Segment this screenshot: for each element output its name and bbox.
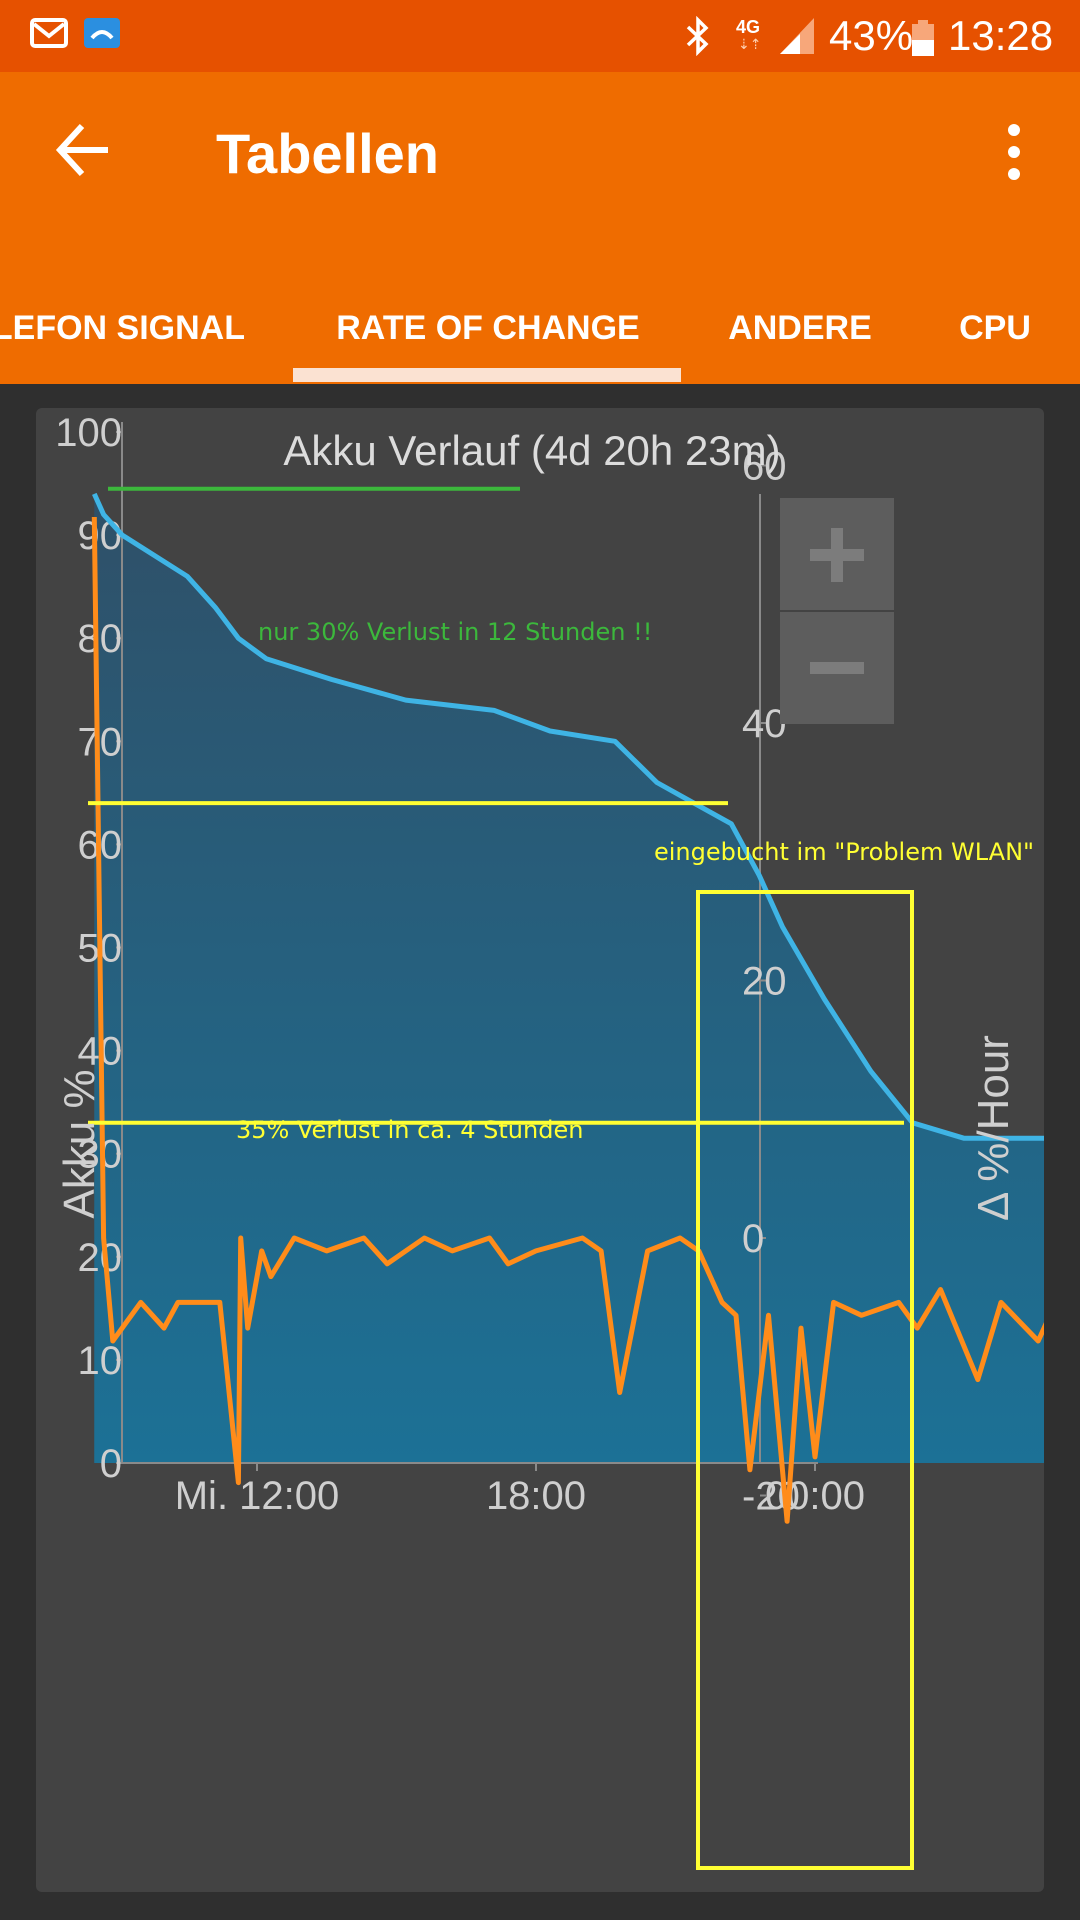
annotation-wlan: eingebucht im "Problem WLAN" xyxy=(654,838,1034,866)
status-bar: 4G ⇣⇡ 43% 13:28 xyxy=(0,0,1080,72)
y-tick-label: 90 xyxy=(78,514,123,558)
y-tick-label: 30 xyxy=(78,1133,123,1177)
more-vert-icon[interactable] xyxy=(990,120,1038,184)
tab-rate-of-change[interactable]: RATE OF CHANGE xyxy=(336,309,640,347)
minus-icon xyxy=(810,662,864,674)
rate-line xyxy=(91,516,1044,1524)
zoom-out-button[interactable] xyxy=(780,612,894,724)
x-tick-label: 18:00 xyxy=(486,1474,586,1518)
tab-andere[interactable]: ANDERE xyxy=(728,309,872,347)
annotation-loss: 35% Verlust in ca. 4 Stunden xyxy=(236,1116,583,1144)
y-tick-label: 0 xyxy=(100,1442,122,1486)
arrow-left-icon[interactable] xyxy=(48,114,120,186)
annotation-green: nur 30% Verlust in 12 Stunden !! xyxy=(258,618,652,646)
annotation-wlan-box xyxy=(696,890,914,1870)
y-tick-label: 20 xyxy=(78,1236,123,1280)
battery-area-fill xyxy=(94,493,1044,1463)
clock: 13:28 xyxy=(948,12,1054,59)
signal-icon xyxy=(780,18,814,54)
battery-area xyxy=(94,493,1044,1463)
tab-telefon-signal[interactable]: LEFON SIGNAL xyxy=(0,272,260,384)
battery-line xyxy=(92,492,1044,1141)
tab-bar: LEFON SIGNAL RATE OF CHANGE ANDERE CPU xyxy=(0,272,1080,384)
data-activity-icon: ⇣⇡ xyxy=(738,36,762,52)
mail-icon xyxy=(30,18,68,48)
app-bar: Tabellen LEFON SIGNAL RATE OF CHANGE AND… xyxy=(0,72,1080,384)
chart-card: 0 10 20 30 40 50 60 70 80 90 100 -20 0 20 40 60 Mi. 12:0… xyxy=(36,408,1044,1892)
zoom-in-button[interactable] xyxy=(780,498,894,610)
y-tick-label: 10 xyxy=(78,1339,123,1383)
series-lines xyxy=(91,492,1044,1524)
network-type: 4G xyxy=(736,17,761,37)
y2-tick-label: 40 xyxy=(742,702,787,746)
y-tick-label: 100 xyxy=(55,411,122,455)
annotations-overlay xyxy=(88,486,914,1870)
y-axis-label: Akku % xyxy=(55,1069,104,1218)
battery-percent: 43% xyxy=(829,12,914,59)
bluetooth-icon xyxy=(686,16,709,56)
y2-tick-label: 60 xyxy=(742,445,787,489)
battery-icon xyxy=(912,20,934,56)
plus-icon xyxy=(810,528,864,582)
chart-title: Akku Verlauf (4d 20h 23m) xyxy=(283,427,780,474)
x-tick-label: Mi. 12:00 xyxy=(175,1474,340,1518)
y2-tick-label: 0 xyxy=(742,1217,764,1261)
app-notification-icon xyxy=(84,18,120,48)
tab-indicator xyxy=(293,368,681,382)
x-tick-label: 00:00 xyxy=(765,1474,865,1518)
tab-cpu[interactable]: CPU xyxy=(959,309,1031,347)
page-title: Tabellen xyxy=(216,122,440,185)
y-tick-label: 80 xyxy=(78,617,123,661)
y2-tick-label: 20 xyxy=(742,960,787,1004)
tab-label: LEFON SIGNAL xyxy=(0,309,245,347)
y2-axis-label: Δ %/Hour xyxy=(969,1035,1018,1221)
